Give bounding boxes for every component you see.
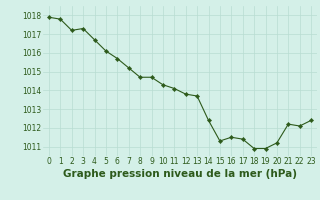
X-axis label: Graphe pression niveau de la mer (hPa): Graphe pression niveau de la mer (hPa) [63,169,297,179]
